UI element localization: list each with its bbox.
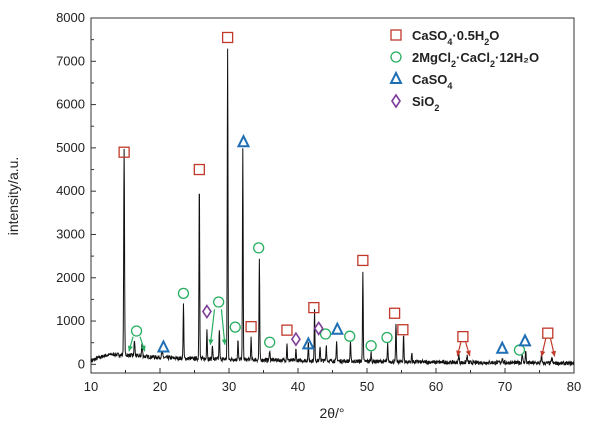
triangle-marker — [301, 336, 315, 350]
square-marker — [397, 324, 409, 336]
y-axis-label: intensity/a.u. — [5, 157, 21, 236]
y-tick-label: 8000 — [56, 10, 85, 25]
legend-label-hemihydrate: CaSO4·0.5H2O — [412, 28, 499, 47]
peak-arrowhead — [140, 345, 146, 352]
circle-marker — [253, 242, 265, 254]
x-tick-label: 40 — [291, 379, 305, 394]
y-tick-label: 6000 — [56, 97, 85, 112]
legend-label-anhydrite: CaSO4 — [412, 72, 452, 91]
x-tick-label: 80 — [567, 379, 581, 394]
y-tick-label: 3000 — [56, 226, 85, 241]
peak-arrowhead — [127, 345, 133, 352]
legend: CaSO4·0.5H2O 2MgCl2·CaCl2·12H₂O CaSO4 SiO2 — [389, 28, 539, 113]
x-tick-label: 30 — [222, 379, 236, 394]
peak-arrow — [220, 309, 226, 345]
circle-marker — [381, 331, 393, 344]
y-tick-label: 5000 — [56, 140, 85, 155]
legend-label-double_salt: 2MgCl2·CaCl2·12H₂O — [412, 50, 539, 69]
legend-circle-icon — [390, 51, 402, 63]
circle-marker — [212, 296, 225, 308]
triangle-marker — [156, 339, 171, 353]
trace-layer — [90, 48, 575, 367]
y-tick-label: 2000 — [56, 270, 85, 285]
square-marker — [281, 324, 293, 336]
square-marker — [308, 301, 320, 314]
peak-arrowhead — [465, 350, 471, 357]
peak-arrowhead — [540, 350, 546, 357]
peak-arrowhead — [456, 350, 462, 357]
triangle-marker — [495, 340, 509, 354]
x-tick-label: 50 — [360, 379, 374, 394]
plot-frame — [90, 17, 575, 374]
legend-triangle-icon — [389, 70, 403, 84]
square-marker — [118, 146, 130, 158]
triangle-marker — [518, 333, 532, 347]
circle-marker — [513, 344, 526, 356]
triangle-marker — [330, 321, 344, 335]
peak-arrow — [209, 309, 216, 345]
square-marker — [388, 307, 401, 319]
circle-marker — [365, 340, 377, 352]
square-marker — [193, 163, 205, 176]
peak-arrowhead — [550, 350, 556, 357]
x-axis-label: 2θ/° — [319, 405, 344, 421]
x-tick-label: 60 — [429, 379, 443, 394]
xrd-trace — [90, 48, 575, 367]
circle-marker — [229, 321, 241, 333]
legend-square-icon — [390, 29, 402, 41]
x-tick-label: 20 — [153, 379, 167, 394]
y-tick-label: 1000 — [56, 313, 85, 328]
diamond-marker — [290, 331, 301, 347]
circle-marker — [264, 336, 276, 348]
y-tick-label: 0 — [78, 356, 85, 371]
circle-marker — [344, 330, 356, 342]
square-marker — [457, 330, 469, 343]
legend-diamond-icon — [391, 93, 401, 109]
x-tick-label: 70 — [498, 379, 512, 394]
arrow-layer — [127, 309, 556, 357]
x-tick-label: 10 — [84, 379, 98, 394]
peak-arrowhead — [221, 339, 227, 345]
square-marker — [542, 327, 554, 339]
diamond-marker — [201, 304, 212, 319]
y-tick-label: 7000 — [56, 53, 85, 68]
peak-arrowhead — [208, 339, 214, 345]
marker-layer — [118, 31, 554, 356]
square-marker — [245, 321, 257, 333]
circle-marker — [319, 328, 332, 340]
circle-marker — [177, 287, 190, 299]
triangle-marker — [236, 134, 251, 148]
square-marker — [357, 254, 369, 267]
circle-marker — [130, 325, 143, 337]
y-tick-label: 4000 — [56, 183, 85, 198]
square-marker — [221, 31, 234, 44]
legend-label-quartz: SiO2 — [412, 94, 439, 113]
diamond-marker — [313, 320, 324, 336]
tick-layer: 10 20 30 40 50 60 70 80 0 1000 2000 3000 4000 5000 600… — [56, 10, 581, 394]
